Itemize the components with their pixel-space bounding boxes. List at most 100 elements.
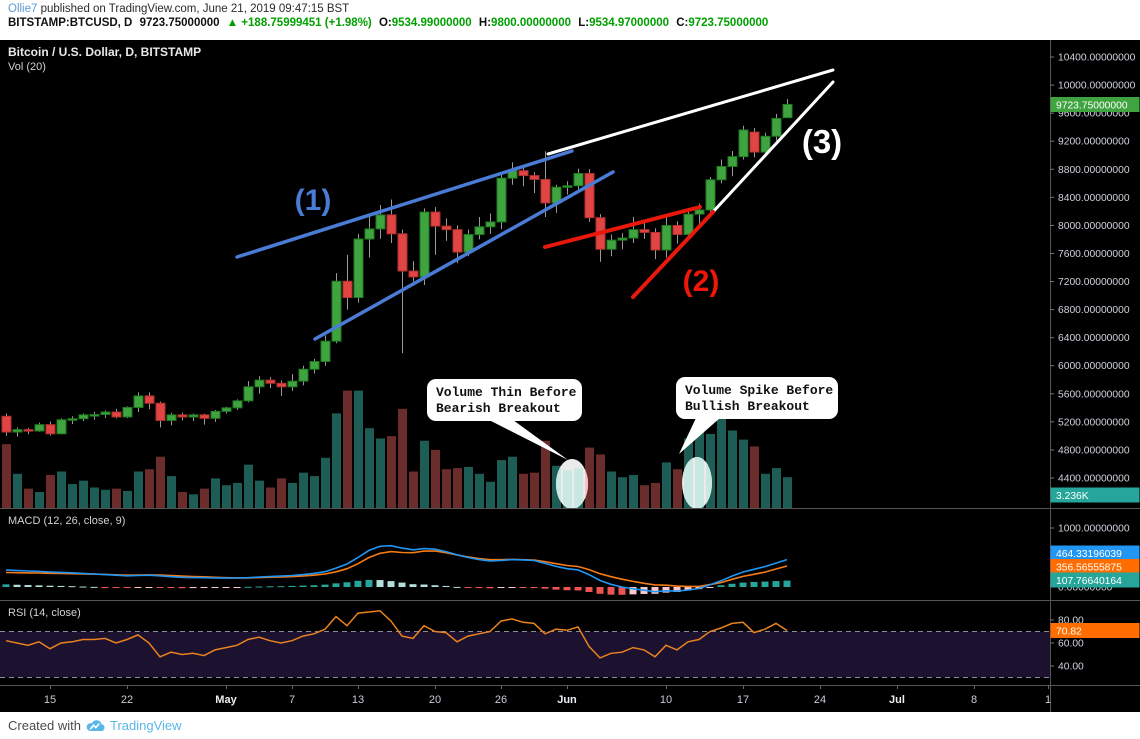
volume-bar [420,440,429,508]
rsi-axis-label[interactable]: 60.00 [1058,638,1084,649]
volume-bar [90,487,99,508]
time-axis-label[interactable]: 26 [495,694,507,706]
time-axis-label[interactable]: Jun [557,694,577,706]
price-axis-label[interactable]: 4800.00000000 [1058,445,1130,456]
macd-histogram-bar [728,583,736,587]
time-axis-label[interactable]: 8 [971,694,977,706]
candle-body [254,379,265,388]
publish-line: Ollie7 published on TradingView.com, Jun… [8,3,1140,15]
price-axis-label[interactable]: 10000.00000000 [1058,81,1136,92]
macd-histogram-bar [332,583,340,587]
axis-value-tag-text: 3.236K [1056,491,1089,502]
candle-body [320,340,331,363]
wave-label-1: (1) [295,184,332,217]
macd-histogram-bar [46,585,54,587]
candle-body [353,238,364,299]
price-axis-label[interactable]: 6000.00000000 [1058,361,1130,372]
publish-text: published on TradingView.com, June 21, 2… [37,3,350,15]
volume-indicator-label[interactable]: Vol (20) [8,61,46,73]
price-axis-label[interactable]: 9600.00000000 [1058,109,1130,120]
volume-bar [772,468,781,508]
wedge1-lower-trendline [313,170,615,341]
candle-body [67,418,78,421]
callout-text: Bullish Breakout [685,399,810,414]
candle-body [650,231,661,251]
price-axis-label[interactable]: 9200.00000000 [1058,137,1130,148]
symbol-label: BITSTAMP:BTCUSD, D [8,17,133,29]
price-axis-label[interactable]: 8800.00000000 [1058,165,1130,176]
time-axis-label[interactable]: 20 [429,694,441,706]
volume-bar [233,482,242,508]
time-axis-label[interactable]: Jul [889,694,905,706]
candle-body [221,407,232,412]
price-axis-label[interactable]: 7200.00000000 [1058,277,1130,288]
channel2-lower-trendline [631,210,715,299]
time-axis-label[interactable]: 15 [44,694,56,706]
candle-body [661,224,672,251]
author-link[interactable]: Ollie7 [8,3,38,15]
callout-text: Bearish Breakout [436,401,561,416]
wave-label-2: (2) [683,265,720,298]
macd-axis-label[interactable]: 0.00000000 [1058,583,1113,594]
rsi-band [0,631,1050,678]
volume-bar [541,440,550,508]
candle-body [672,224,683,236]
price-axis-label[interactable]: 6800.00000000 [1058,305,1130,316]
price-axis-label[interactable]: 8400.00000000 [1058,193,1130,204]
price-axis-label[interactable]: 10400.00000000 [1058,53,1136,64]
macd-histogram-bar [398,582,406,587]
macd-histogram-bar [607,587,615,595]
price-axis-label[interactable]: 7600.00000000 [1058,249,1130,260]
time-axis-label[interactable]: 13 [352,694,364,706]
candle-body [540,178,551,204]
volume-bar [156,456,165,508]
rsi-indicator-label[interactable]: RSI (14, close) [8,607,81,619]
volume-bar [464,466,473,508]
macd-histogram-bar [156,587,164,588]
volume-bar [178,492,187,508]
price-axis-label[interactable]: 5600.00000000 [1058,389,1130,400]
candle-body [628,229,639,239]
time-axis-label[interactable]: 7 [289,694,295,706]
volume-bar [431,449,440,508]
macd-axis-label[interactable]: 1000.00000000 [1058,524,1130,535]
time-axis-label[interactable]: May [215,694,237,706]
created-with-text: Created with [8,718,81,733]
macd-histogram-bar [178,587,186,589]
macd-histogram-bar [321,584,329,587]
macd-histogram-bar [475,587,483,589]
candle-body [166,414,177,421]
volume-bar [585,447,594,508]
volume-bar [68,484,77,508]
tradingview-brand-link[interactable]: TradingView [109,718,182,733]
candle-body [287,380,298,388]
volume-bar [508,456,517,508]
candle-body [210,410,221,419]
price-axis-label[interactable]: 6400.00000000 [1058,333,1130,344]
candle-body [265,379,276,384]
close-value: 9723.75000000 [688,17,769,29]
price-axis-label[interactable]: 5200.00000000 [1058,417,1130,428]
rsi-axis-label[interactable]: 80.00 [1058,616,1084,627]
candle-body [419,211,430,278]
macd-histogram-bar [134,587,142,588]
macd-histogram-bar [519,587,527,588]
price-axis-label[interactable]: 8000.00000000 [1058,221,1130,232]
time-axis-label[interactable]: 1 [1045,694,1051,706]
volume-bar [717,415,726,508]
candle-body [177,414,188,418]
time-axis-label[interactable]: 10 [660,694,672,706]
price-axis-label[interactable]: 4400.00000000 [1058,474,1130,485]
macd-histogram-bar [244,586,252,588]
candle-body [100,411,111,415]
volume-bar [79,480,88,508]
candle-body [716,165,727,181]
volume-bar [310,476,319,508]
time-axis-label[interactable]: 22 [121,694,133,706]
time-axis-label[interactable]: 24 [814,694,826,706]
volume-bar [13,473,22,508]
rsi-axis-label[interactable]: 40.00 [1058,661,1084,672]
macd-indicator-label[interactable]: MACD (12, 26, close, 9) [8,515,126,527]
time-axis-label[interactable]: 17 [737,694,749,706]
